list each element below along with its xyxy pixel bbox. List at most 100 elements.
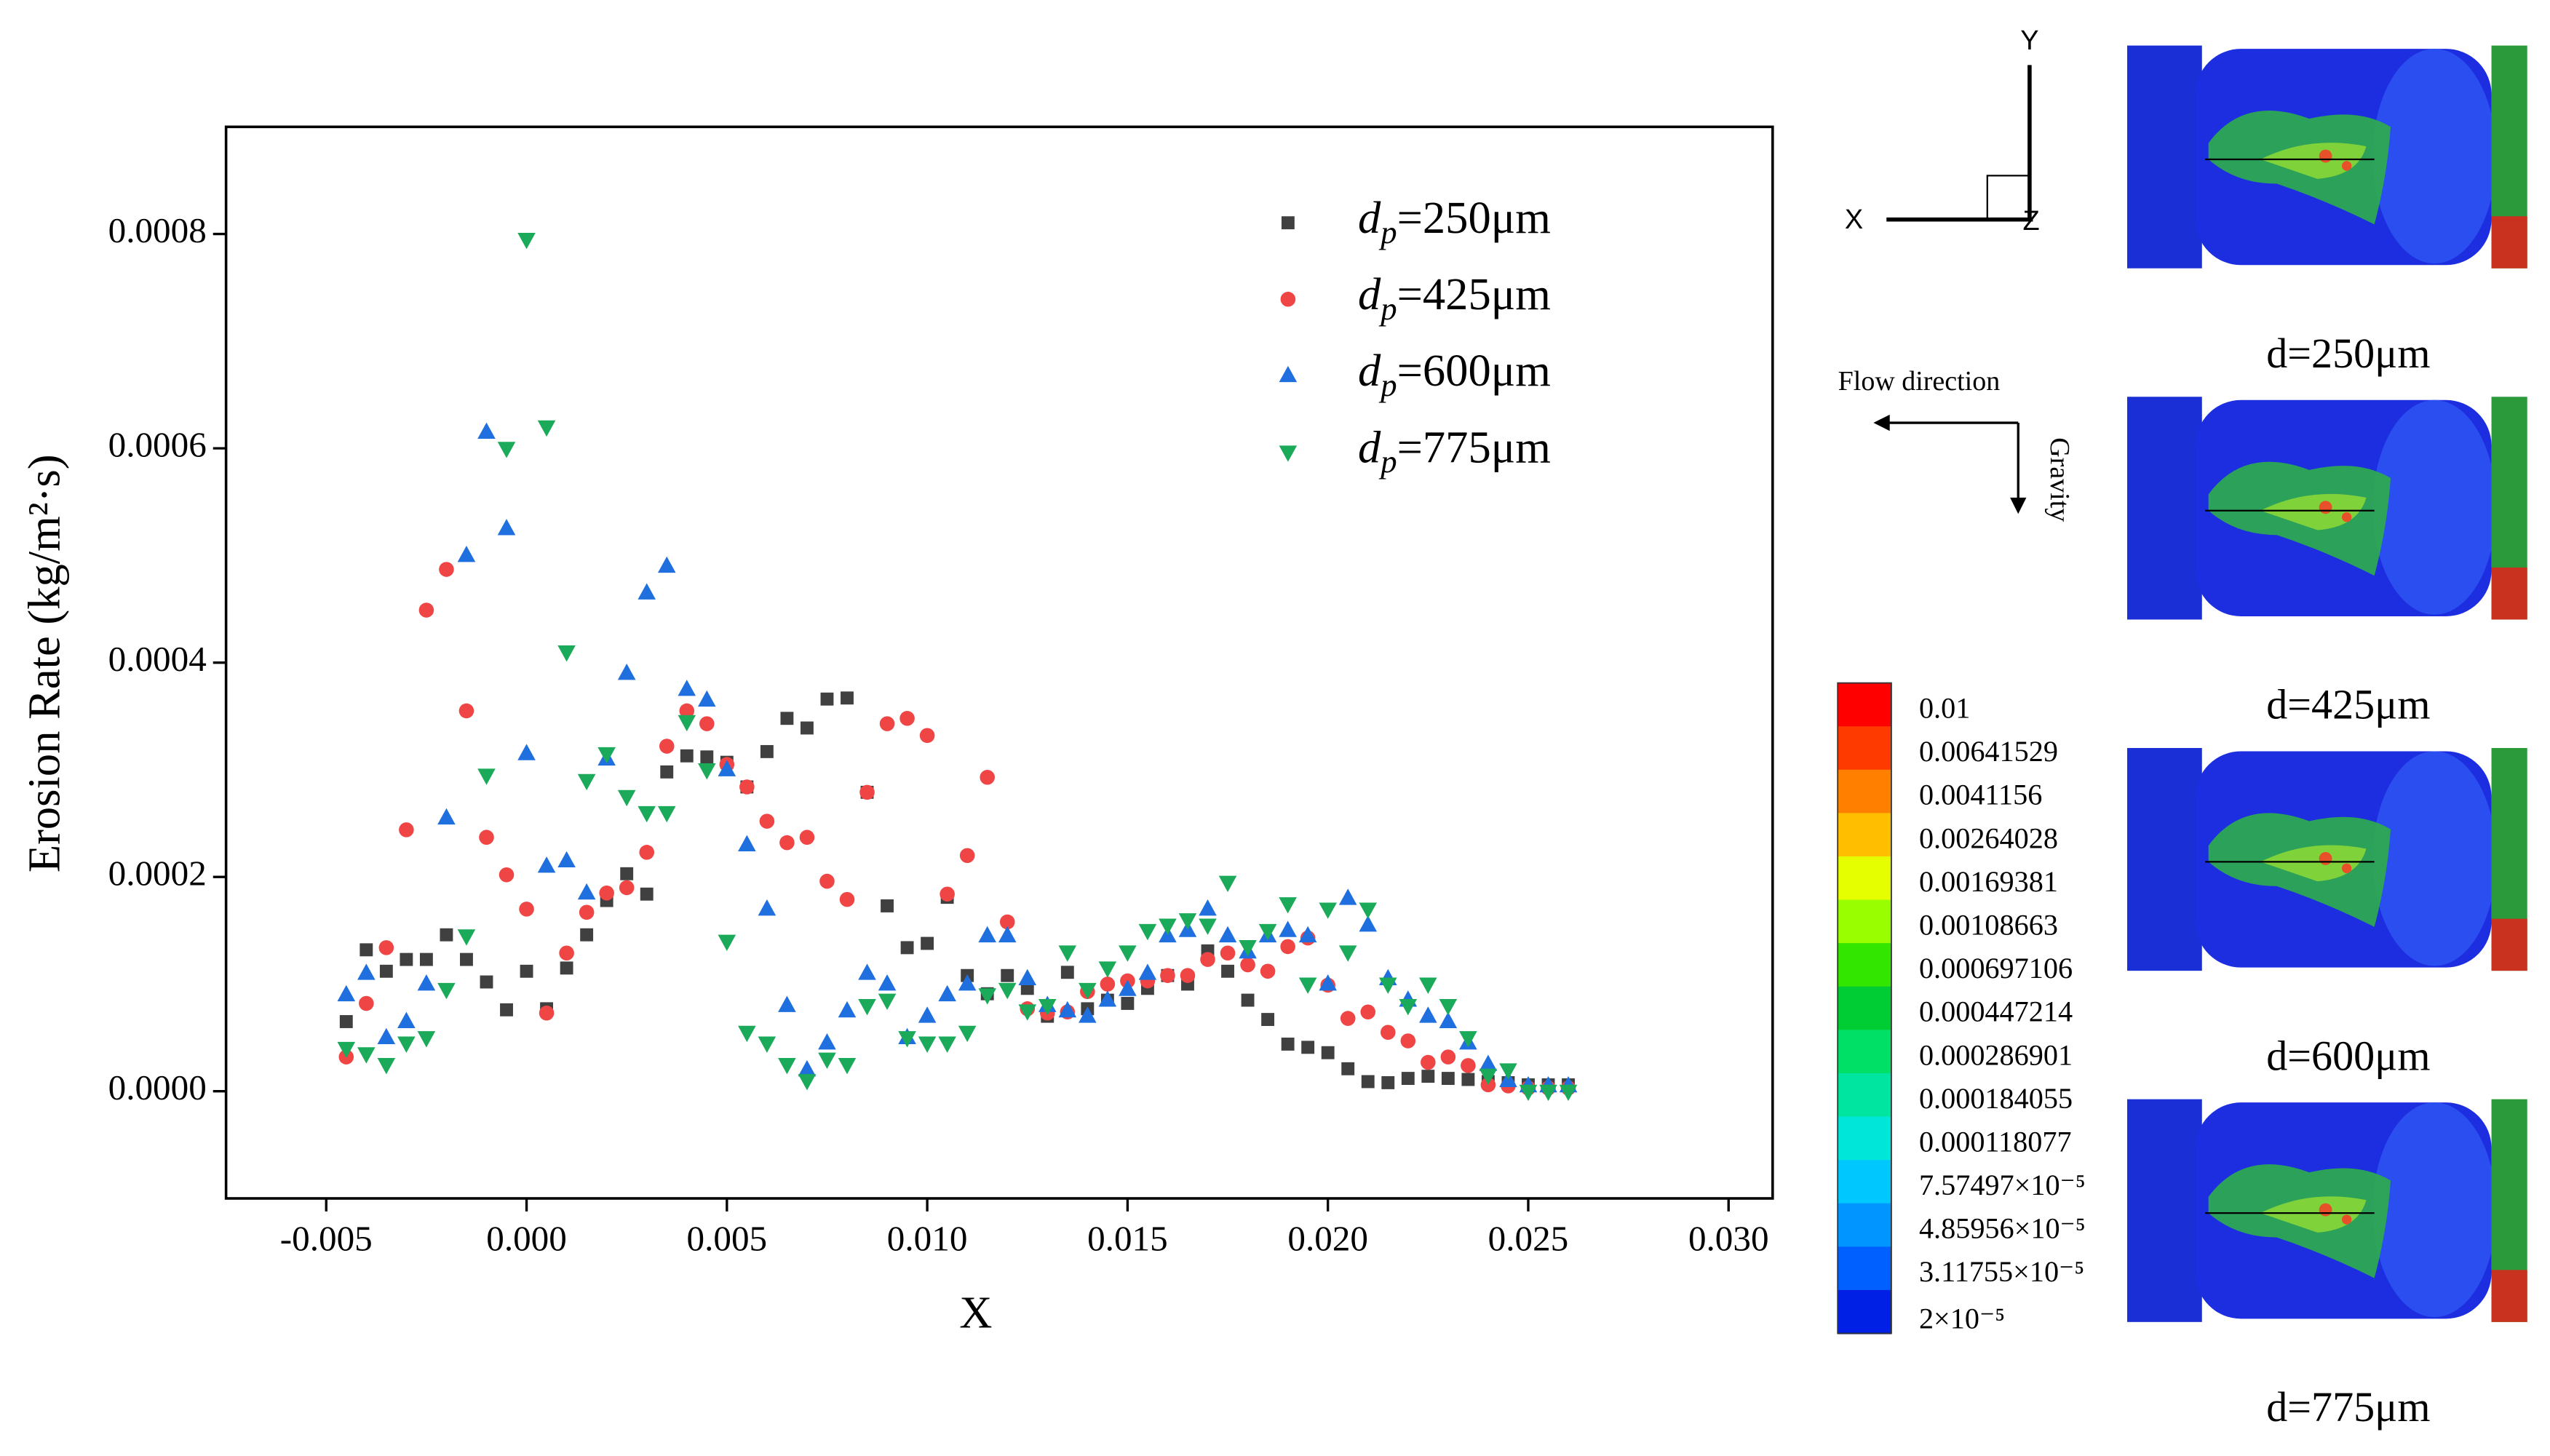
marker-square — [1401, 1072, 1415, 1085]
marker-square — [841, 691, 854, 705]
marker-circle — [399, 822, 414, 838]
colorbar-swatch — [1838, 943, 1891, 987]
marker-triangle-up — [1018, 968, 1037, 986]
marker-triangle-down — [758, 1036, 776, 1053]
marker-triangle-up — [998, 926, 1017, 943]
marker-triangle-down — [1258, 923, 1277, 941]
pipe-caption: d=600μm — [2266, 1032, 2430, 1079]
series — [338, 562, 1576, 1096]
marker-triangle-up — [758, 899, 776, 916]
marker-triangle-up — [678, 680, 696, 696]
marker-triangle-up — [1279, 920, 1297, 937]
marker-triangle-up — [638, 583, 656, 600]
marker-circle — [799, 830, 815, 845]
marker-square — [500, 1003, 513, 1017]
marker-square — [780, 712, 794, 725]
erosion-core — [2260, 143, 2367, 179]
pipe-inlet — [2126, 45, 2202, 268]
marker-triangle-down — [858, 998, 876, 1016]
marker-circle — [1400, 1033, 1416, 1049]
marker-triangle-down — [617, 789, 636, 807]
marker-square — [560, 961, 573, 975]
marker-triangle-up — [698, 690, 716, 707]
marker-triangle-down — [1199, 918, 1217, 935]
pipe-outlet-hot — [2491, 1270, 2527, 1322]
marker-triangle-down — [1378, 977, 1397, 994]
x-tick-label: 0.000 — [486, 1219, 567, 1259]
marker-triangle-up — [557, 851, 576, 868]
marker-triangle-down — [1359, 902, 1378, 919]
marker-circle — [839, 891, 855, 907]
flow-arrowhead — [1873, 414, 1890, 431]
colorbar-swatch — [1838, 813, 1891, 858]
axis-y-label: Y — [2020, 25, 2038, 56]
marker-triangle-down — [357, 1047, 376, 1064]
colorbar-swatch — [1838, 1203, 1891, 1248]
marker-circle — [679, 703, 695, 719]
marker-triangle-up — [818, 1033, 836, 1050]
colorbar-swatch — [1838, 856, 1891, 901]
pipe-inlet — [2126, 1099, 2202, 1322]
marker-square — [760, 744, 774, 758]
marker-circle — [579, 904, 595, 920]
erosion-hotspot — [2319, 149, 2332, 163]
marker-triangle-up — [1079, 1006, 1097, 1023]
marker-circle — [539, 1005, 555, 1021]
marker-circle — [1240, 957, 1255, 973]
legend-label: dp=775μm — [1358, 422, 1551, 480]
marker-triangle-up — [798, 1059, 817, 1077]
legend-label: dp=250μm — [1358, 193, 1551, 251]
marker-circle — [458, 703, 474, 719]
marker-circle — [879, 716, 895, 731]
legend-label: dp=600μm — [1358, 346, 1551, 404]
marker-triangle-up — [1298, 926, 1317, 943]
marker-circle — [1421, 1054, 1436, 1070]
marker-triangle-down — [698, 763, 716, 780]
marker-square — [480, 975, 493, 989]
colorbar-frame — [1837, 682, 1892, 1334]
erosion-hotspot — [2319, 501, 2332, 514]
colorbar-label: 0.000118077 — [1919, 1125, 2072, 1158]
pipe-inlet — [2126, 397, 2202, 620]
marker-square — [820, 692, 834, 706]
marker-triangle-down — [818, 1052, 836, 1069]
legend-label: dp=425μm — [1358, 269, 1551, 327]
marker-circle — [619, 880, 635, 896]
pipe-outlet-hot — [2491, 567, 2527, 620]
colorbar-label: 0.00169381 — [1919, 865, 2058, 898]
marker-triangle-down — [1098, 961, 1117, 978]
marker-circle — [699, 716, 715, 731]
marker-circle — [1260, 963, 1276, 979]
marker-circle — [959, 848, 975, 864]
marker-triangle-up — [1338, 888, 1357, 905]
marker-square — [360, 943, 373, 957]
marker-circle — [1160, 968, 1175, 983]
axis-triad — [1886, 65, 2033, 222]
marker-triangle-down — [1159, 918, 1177, 935]
direction-arrows — [1873, 414, 2027, 514]
marker-triangle-down — [1178, 913, 1197, 930]
y-tick-label: 0.0002 — [108, 853, 207, 893]
marker-square — [1421, 1070, 1435, 1083]
colorbar-swatch — [1838, 726, 1891, 771]
erosion-hotspot — [2341, 512, 2352, 522]
colorbar-swatch — [1838, 769, 1891, 814]
marker-triangle-down — [397, 1036, 416, 1053]
series — [337, 422, 1578, 1093]
marker-circle — [639, 845, 654, 860]
erosion-core — [2260, 1196, 2367, 1233]
marker-triangle-down — [798, 1074, 817, 1091]
marker-triangle-down — [1519, 1084, 1538, 1102]
marker-triangle-up — [878, 974, 897, 991]
colorbar-label: 0.000184055 — [1919, 1082, 2073, 1115]
marker-triangle-up — [477, 422, 496, 439]
marker-circle — [739, 779, 755, 795]
marker-square — [1001, 968, 1014, 982]
marker-circle — [1220, 945, 1236, 961]
marker-square — [339, 1015, 353, 1028]
marker-triangle-up — [337, 984, 356, 1002]
marker-circle — [1100, 976, 1116, 992]
marker-triangle-up — [617, 663, 636, 680]
